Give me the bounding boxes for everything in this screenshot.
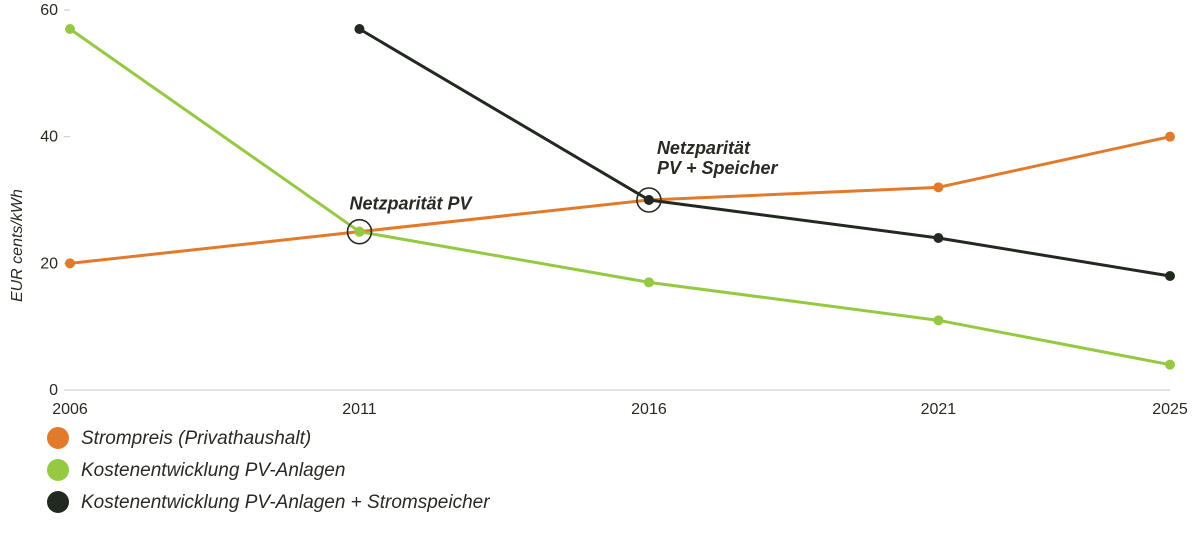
x-tick-label: 2021	[921, 401, 957, 418]
x-tick-label: 2006	[52, 401, 88, 418]
x-tick-label: 2016	[631, 401, 667, 418]
svg-text:Netzparität PV: Netzparität PV	[349, 194, 473, 214]
series-marker-strompreis	[1165, 132, 1175, 142]
legend-swatch-pv	[47, 459, 69, 481]
series-marker-pv	[354, 227, 364, 237]
svg-text:Netzparität: Netzparität	[657, 138, 751, 158]
series-marker-pv	[65, 24, 75, 34]
line-chart: 0 20 40 60 2006 2011 2016 2021 2025 EUR cents/kWh…	[0, 0, 1200, 540]
chart-container: 0 20 40 60 2006 2011 2016 2021 2025 EUR cents/kWh…	[0, 0, 1200, 540]
series-marker-pv_speicher	[933, 233, 943, 243]
annotation-label-netzparitaet-pv: Netzparität PV	[349, 194, 473, 214]
series-marker-pv_speicher	[644, 195, 654, 205]
series-marker-strompreis	[65, 258, 75, 268]
legend-label-strompreis: Strompreis (Privathaushalt)	[81, 428, 311, 449]
series-marker-pv	[1165, 360, 1175, 370]
series-marker-pv	[644, 277, 654, 287]
legend-swatch-strompreis	[47, 427, 69, 449]
y-tick-label: 40	[40, 129, 58, 146]
series-marker-pv_speicher	[354, 24, 364, 34]
series-marker-pv	[933, 315, 943, 325]
y-tick-label: 60	[40, 2, 58, 19]
y-axis-title: EUR cents/kWh	[9, 189, 26, 302]
x-tick-label: 2011	[342, 401, 377, 418]
y-tick-label: 0	[49, 382, 58, 399]
legend-swatch-pv_speicher	[47, 491, 69, 513]
legend-label-pv: Kostenentwicklung PV-Anlagen	[81, 460, 345, 481]
series-marker-pv_speicher	[1165, 271, 1175, 281]
x-tick-label: 2025	[1152, 401, 1188, 418]
legend-label-pv_speicher: Kostenentwicklung PV-Anlagen + Stromspei…	[81, 492, 490, 513]
series-marker-strompreis	[933, 182, 943, 192]
y-tick-label: 20	[40, 255, 58, 272]
svg-text:PV + Speicher: PV + Speicher	[657, 158, 779, 178]
